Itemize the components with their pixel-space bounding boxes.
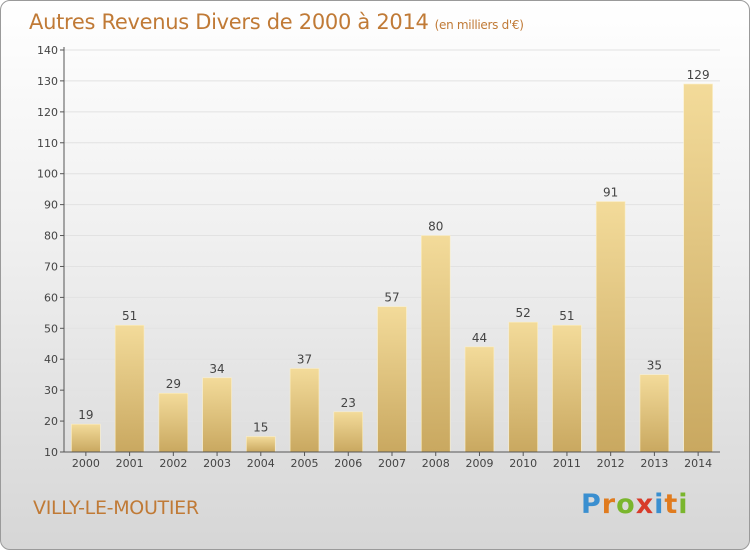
bar — [595, 201, 626, 453]
data-label: 51 — [122, 309, 137, 323]
bar — [377, 306, 407, 453]
data-labels: 19 51 29 34 15 37 23 57 80 44 52 51 91 35 129 — [78, 68, 709, 435]
x-tick-label: 2004 — [247, 457, 275, 470]
data-label: 52 — [516, 306, 531, 320]
proxiti-logo: Proxiti — [581, 489, 689, 520]
y-tick-label: 140 — [37, 44, 58, 57]
y-tick-label: 30 — [44, 384, 58, 397]
bar — [202, 377, 232, 453]
data-label: 44 — [472, 331, 487, 345]
y-tick-label: 50 — [44, 322, 58, 335]
y-tick-label: 80 — [44, 230, 58, 243]
bar — [464, 346, 495, 453]
commune-name: VILLY-LE-MOUTIER — [33, 497, 199, 519]
bar — [71, 423, 101, 453]
data-label: 35 — [647, 359, 662, 373]
axes: 10 20 30 40 50 60 70 80 90 100 110 120 130 140 2000 200… — [37, 44, 720, 470]
data-label: 23 — [341, 396, 356, 410]
bar — [552, 324, 582, 453]
y-tick-label: 60 — [44, 291, 58, 304]
chart-title: Autres Revenus Divers de 2000 à 2014 (en … — [29, 10, 524, 34]
bar — [683, 83, 713, 453]
x-tick-label: 2011 — [553, 457, 581, 470]
x-tick-label: 2007 — [378, 457, 406, 470]
bar — [158, 392, 189, 453]
y-tick-label: 130 — [37, 75, 58, 88]
x-tick-label: 2006 — [334, 457, 362, 470]
chart-title-text: Autres Revenus Divers de 2000 à 2014 — [29, 10, 429, 34]
logo-letter: P — [581, 489, 602, 520]
data-label: 19 — [78, 408, 93, 422]
x-tick-label: 2013 — [640, 457, 668, 470]
logo-letter: x — [635, 489, 655, 520]
x-tick-label: 2000 — [72, 457, 100, 470]
x-tick-label: 2008 — [422, 457, 450, 470]
y-tick-label: 20 — [44, 415, 58, 428]
data-label: 15 — [253, 421, 268, 435]
x-tick-label: 2003 — [203, 457, 231, 470]
chart-subtitle: (en milliers d'€) — [434, 18, 524, 32]
logo-letter: o — [616, 489, 636, 520]
x-tick-label: 2001 — [116, 457, 144, 470]
logo-letter: r — [601, 489, 617, 520]
data-label: 80 — [428, 220, 443, 234]
x-tick-label: 2005 — [291, 457, 319, 470]
logo-letter: t — [664, 489, 679, 520]
bar — [333, 411, 363, 453]
data-label: 29 — [166, 377, 181, 391]
y-tick-label: 100 — [37, 168, 58, 181]
x-tick-label: 2010 — [509, 457, 537, 470]
data-label: 37 — [297, 353, 312, 367]
logo-letter: i — [678, 489, 689, 520]
y-tick-label: 10 — [44, 446, 58, 459]
bar — [114, 324, 145, 453]
x-tick-label: 2012 — [597, 457, 625, 470]
bars — [71, 83, 713, 453]
logo-letter: i — [654, 489, 665, 520]
y-tick-label: 90 — [44, 199, 58, 212]
data-label: 34 — [209, 362, 224, 376]
bar — [639, 374, 670, 453]
data-label: 57 — [384, 291, 399, 305]
bar — [421, 235, 451, 453]
bar — [289, 368, 320, 453]
bar — [508, 321, 538, 453]
data-label: 51 — [559, 309, 574, 323]
x-tick-label: 2002 — [159, 457, 187, 470]
y-tick-label: 40 — [44, 353, 58, 366]
x-tick-label: 2014 — [684, 457, 712, 470]
y-tick-label: 110 — [37, 137, 58, 150]
data-label: 91 — [603, 186, 618, 200]
x-tick-label: 2009 — [465, 457, 493, 470]
data-label: 129 — [687, 68, 710, 82]
y-tick-label: 70 — [44, 260, 58, 273]
y-tick-label: 120 — [37, 106, 58, 119]
bar — [246, 436, 276, 453]
